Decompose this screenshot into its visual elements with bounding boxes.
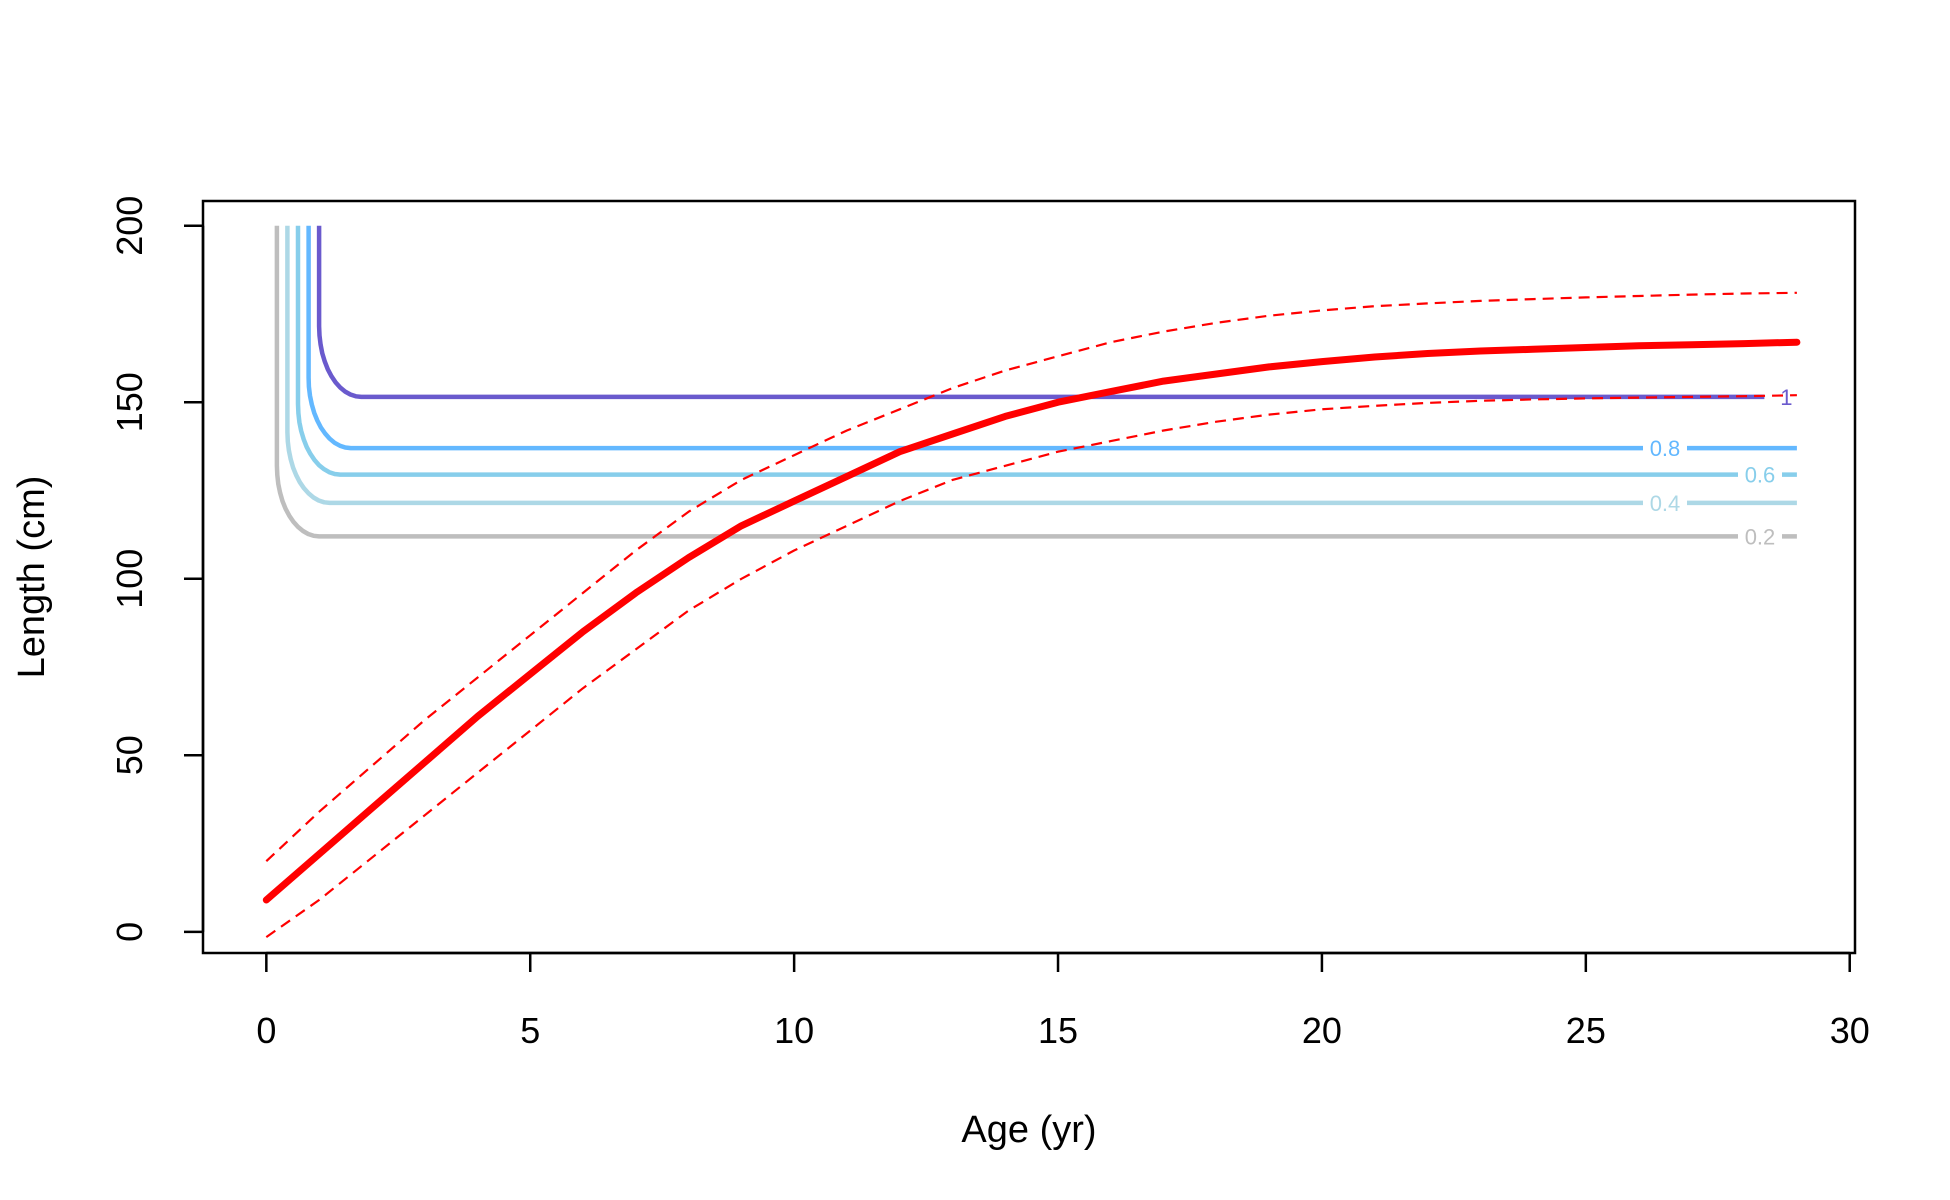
contour-line-0-6 [295,225,1797,477]
y-tick-label: 100 [109,549,150,609]
y-tick-label: 50 [109,735,150,775]
x-tick-label: 5 [520,1010,540,1051]
contour-label: 0.6 [1745,463,1776,488]
y-tick-label: 0 [109,922,150,942]
contour-label: 0.4 [1650,491,1681,516]
x-tick-label: 25 [1566,1010,1606,1051]
x-tick-label: 30 [1830,1010,1870,1051]
y-tick-label: 150 [109,372,150,432]
upper-bound-line [265,291,1797,863]
contour-label-bg [1737,462,1782,487]
contour-label-bg [1764,384,1809,409]
x-tick-label: 0 [256,1010,276,1051]
x-tick-label: 10 [774,1010,814,1051]
x-axis-title: Age (yr) [961,1109,1096,1151]
contour-line-0-4 [285,225,1797,506]
series-layer [262,291,1801,939]
contour-line-0-8 [306,225,1797,451]
contour-label-bg [1642,490,1687,515]
contour-line-1 [316,225,1797,400]
contour-label: 0.8 [1650,436,1681,461]
contour-label: 1 [1780,385,1792,410]
axes-layer: 0 5 10 15 20 25 30 0 50 100 150 200 [109,196,1870,1051]
x-tick-label: 15 [1038,1010,1078,1051]
y-tick-label: 200 [109,196,150,256]
y-axis-title: Length (cm) [11,476,53,679]
contour-label: 0.2 [1745,524,1776,549]
x-tick-label: 20 [1302,1010,1342,1051]
growth-curve-line [262,338,1801,904]
contour-line-0-2 [274,225,1797,539]
contour-label-bg [1642,436,1687,461]
contour-label-bg [1737,524,1782,549]
contours-layer: 0.2 0.4 0.6 0.8 1 [274,225,1809,549]
lower-bound-line [265,394,1797,939]
